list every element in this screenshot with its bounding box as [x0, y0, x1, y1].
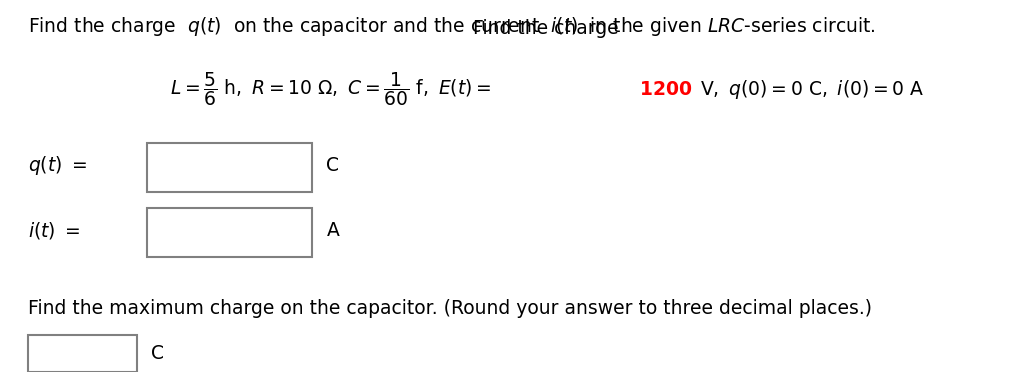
Text: $q(t)\ =$: $q(t)\ =$ [29, 154, 88, 177]
Text: $i(t)\ =$: $i(t)\ =$ [29, 220, 81, 241]
Text: $L = \dfrac{5}{6}\ \mathrm{h},\ R = 10\ \Omega,\ C = \dfrac{1}{60}\ \mathrm{f},\: $L = \dfrac{5}{6}\ \mathrm{h},\ R = 10\ … [170, 70, 492, 108]
FancyBboxPatch shape [146, 143, 312, 192]
Text: C: C [327, 156, 339, 175]
Text: Find the maximum charge on the capacitor. (Round your answer to three decimal pl: Find the maximum charge on the capacitor… [29, 299, 872, 318]
Text: Find the charge: Find the charge [473, 19, 631, 38]
FancyBboxPatch shape [29, 335, 137, 372]
Text: C: C [152, 344, 165, 363]
Text: A: A [327, 221, 339, 240]
Text: Find the charge  $q(t)$  on the capacitor and the current  $i(t)$  in the given : Find the charge $q(t)$ on the capacitor … [29, 15, 877, 38]
FancyBboxPatch shape [146, 208, 312, 257]
Text: $\mathrm{V},\ q(0) = 0\ \mathrm{C},\ i(0) = 0\ \mathrm{A}$: $\mathrm{V},\ q(0) = 0\ \mathrm{C},\ i(0… [700, 78, 925, 101]
Text: $\mathbf{1200}$: $\mathbf{1200}$ [639, 80, 692, 99]
